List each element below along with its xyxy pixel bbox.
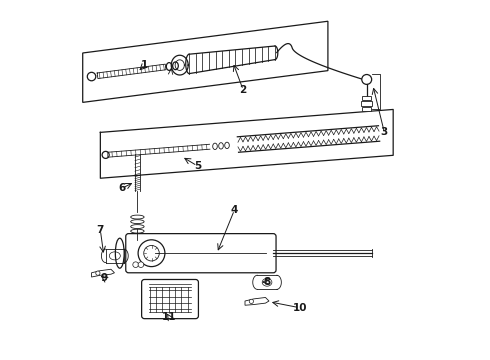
Ellipse shape: [219, 143, 223, 149]
FancyBboxPatch shape: [126, 234, 276, 273]
Text: 7: 7: [97, 225, 104, 235]
Polygon shape: [100, 109, 393, 178]
Polygon shape: [97, 64, 166, 78]
Ellipse shape: [225, 142, 229, 149]
Ellipse shape: [115, 238, 124, 268]
Text: 5: 5: [194, 161, 201, 171]
Polygon shape: [92, 269, 115, 277]
Ellipse shape: [131, 215, 144, 219]
Circle shape: [133, 262, 139, 267]
Polygon shape: [83, 21, 328, 102]
Text: 8: 8: [263, 276, 270, 287]
Polygon shape: [237, 126, 380, 152]
Text: 9: 9: [100, 273, 107, 283]
Text: 1: 1: [141, 60, 148, 70]
Polygon shape: [245, 297, 269, 305]
Text: 4: 4: [231, 205, 238, 215]
Text: 2: 2: [240, 85, 247, 95]
Text: 10: 10: [293, 303, 307, 313]
Text: 3: 3: [381, 127, 388, 138]
Ellipse shape: [131, 225, 144, 229]
Circle shape: [144, 246, 159, 261]
Circle shape: [138, 240, 165, 267]
Text: 6: 6: [119, 183, 126, 193]
Polygon shape: [105, 144, 210, 157]
Bar: [363, 96, 371, 100]
Bar: [362, 101, 372, 105]
Text: 11: 11: [162, 312, 176, 322]
Bar: [363, 107, 371, 111]
FancyBboxPatch shape: [142, 279, 198, 319]
Circle shape: [249, 299, 253, 303]
Ellipse shape: [131, 220, 144, 224]
Circle shape: [96, 271, 100, 275]
Ellipse shape: [131, 229, 144, 233]
Circle shape: [138, 262, 144, 267]
Circle shape: [102, 151, 109, 158]
Circle shape: [362, 75, 371, 84]
Ellipse shape: [213, 143, 217, 149]
